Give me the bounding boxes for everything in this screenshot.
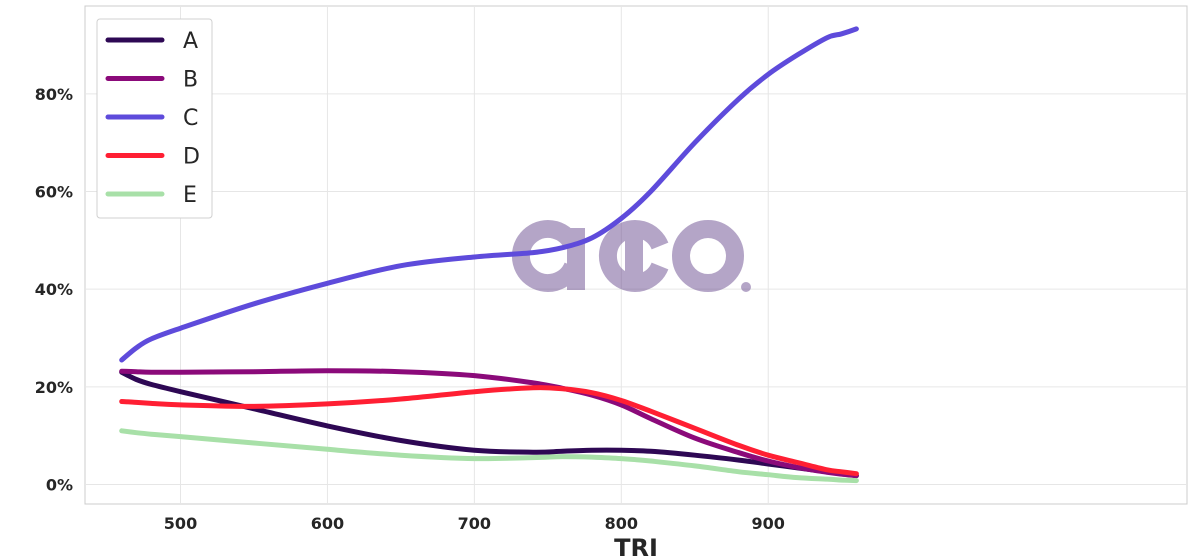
y-tick-label: 40% (35, 280, 73, 299)
x-tick-label: 600 (311, 514, 344, 533)
series-line-c (119, 26, 859, 363)
legend-label-a: A (183, 29, 198, 54)
x-axis-ticks: 500 600 700 800 900 (164, 514, 785, 533)
grid (85, 6, 1187, 504)
legend-label-e: E (183, 183, 197, 208)
legend-label-c: C (183, 106, 198, 131)
series-line-e (119, 428, 859, 484)
y-tick-label: 0% (46, 475, 73, 494)
x-tick-label: 900 (752, 514, 785, 533)
y-tick-label: 80% (35, 85, 73, 104)
x-axis-title: TRI (614, 534, 658, 560)
legend-label-b: B (183, 68, 198, 93)
plot-area (84, 5, 1188, 505)
y-tick-label: 20% (35, 378, 73, 397)
y-tick-label: 60% (35, 183, 73, 202)
series-line-d (119, 385, 859, 477)
legend-label-d: D (183, 145, 200, 170)
y-axis-ticks: 0% 20% 40% 60% 80% (35, 85, 73, 495)
series-lines (119, 26, 859, 484)
x-tick-label: 500 (164, 514, 197, 533)
x-tick-label: 700 (458, 514, 491, 533)
x-tick-label: 800 (605, 514, 638, 533)
